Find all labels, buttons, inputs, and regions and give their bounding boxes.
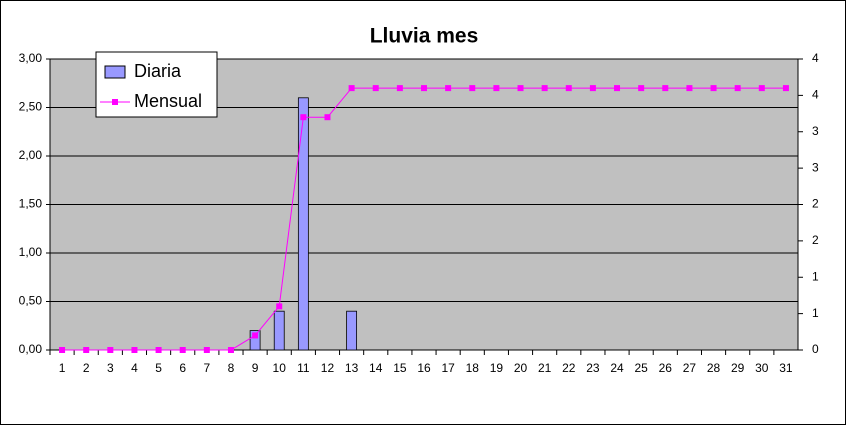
y2-tick-label: 3: [812, 124, 819, 138]
x-tick-label: 2: [83, 361, 90, 375]
x-tick-label: 11: [297, 361, 310, 375]
legend: [95, 51, 218, 118]
marker: [421, 85, 427, 92]
marker: [131, 347, 138, 353]
x-tick-label: 24: [610, 361, 624, 375]
x-tick-label: 19: [490, 361, 504, 375]
legend-marker: [112, 99, 118, 105]
bar: [297, 97, 309, 351]
x-tick-label: 16: [417, 361, 431, 375]
x-tick-label: 22: [562, 361, 576, 375]
marker: [565, 85, 572, 92]
x-tick-label: 20: [514, 361, 528, 375]
x-tick-label: 7: [203, 361, 210, 375]
x-tick-label: 26: [659, 361, 673, 375]
y2-tick-label: 1: [812, 269, 819, 283]
marker: [662, 85, 669, 92]
y-tick-label: 0,50: [19, 294, 43, 308]
legend-swatch: [104, 65, 126, 79]
y2-tick-label: 2: [812, 197, 819, 211]
marker: [276, 303, 283, 310]
marker: [227, 347, 234, 353]
x-tick-label: 18: [466, 361, 480, 375]
marker: [517, 85, 524, 92]
marker: [324, 114, 331, 121]
y-tick-label: 1,50: [19, 197, 43, 211]
y-tick-label: 0,00: [19, 342, 43, 356]
marker: [396, 85, 403, 92]
x-tick-label: 30: [755, 361, 769, 375]
marker: [203, 347, 210, 353]
y-tick-label: 2,00: [19, 148, 43, 162]
x-tick-label: 29: [731, 361, 745, 375]
x-tick-label: 15: [393, 361, 407, 375]
x-tick-label: 23: [586, 361, 600, 375]
y2-tick-label: 0: [812, 342, 819, 356]
marker: [734, 85, 741, 92]
y2-tick-label: 1: [812, 306, 819, 320]
marker: [686, 85, 693, 92]
y2-tick-label: 4: [812, 51, 819, 65]
x-tick-label: 4: [131, 361, 138, 375]
marker: [541, 85, 548, 92]
marker: [589, 85, 596, 92]
x-tick-label: 5: [155, 361, 162, 375]
legend-label: Diaria: [134, 61, 182, 81]
y-tick-label: 3,00: [19, 51, 43, 65]
legend-label: Mensual: [134, 91, 202, 111]
marker: [155, 347, 162, 353]
marker: [638, 85, 645, 92]
x-tick-label: 8: [228, 361, 235, 375]
x-tick-label: 25: [634, 361, 648, 375]
x-tick-label: 6: [179, 361, 186, 375]
marker: [372, 85, 379, 92]
x-tick-label: 21: [538, 361, 552, 375]
marker: [300, 114, 307, 121]
y2-tick-label: 4: [812, 88, 819, 102]
chart-title: Lluvia mes: [370, 25, 479, 48]
x-tick-label: 10: [273, 361, 287, 375]
x-tick-label: 17: [441, 361, 455, 375]
marker: [179, 347, 186, 353]
y-tick-label: 1,00: [19, 245, 43, 259]
y2-tick-label: 3: [812, 160, 819, 174]
bar: [346, 310, 358, 351]
x-tick-label: 14: [369, 361, 383, 375]
marker: [107, 347, 114, 353]
x-tick-label: 12: [321, 361, 335, 375]
marker: [83, 347, 90, 353]
marker: [348, 85, 355, 92]
marker: [782, 85, 789, 92]
x-tick-label: 3: [107, 361, 114, 375]
marker: [614, 85, 621, 92]
x-tick-label: 28: [707, 361, 721, 375]
bar: [273, 310, 285, 351]
y-tick-label: 2,50: [19, 100, 43, 114]
x-tick-label: 27: [683, 361, 697, 375]
marker: [469, 85, 476, 92]
bar: [249, 330, 261, 351]
marker: [758, 85, 765, 92]
marker: [445, 85, 452, 92]
x-tick-label: 9: [252, 361, 259, 375]
marker: [252, 332, 259, 339]
marker: [710, 85, 717, 92]
x-tick-label: 31: [779, 361, 793, 375]
marker: [493, 85, 500, 92]
y2-tick-label: 2: [812, 233, 819, 247]
x-tick-label: 13: [345, 361, 359, 375]
x-tick-label: 1: [59, 361, 66, 375]
marker: [59, 347, 66, 353]
